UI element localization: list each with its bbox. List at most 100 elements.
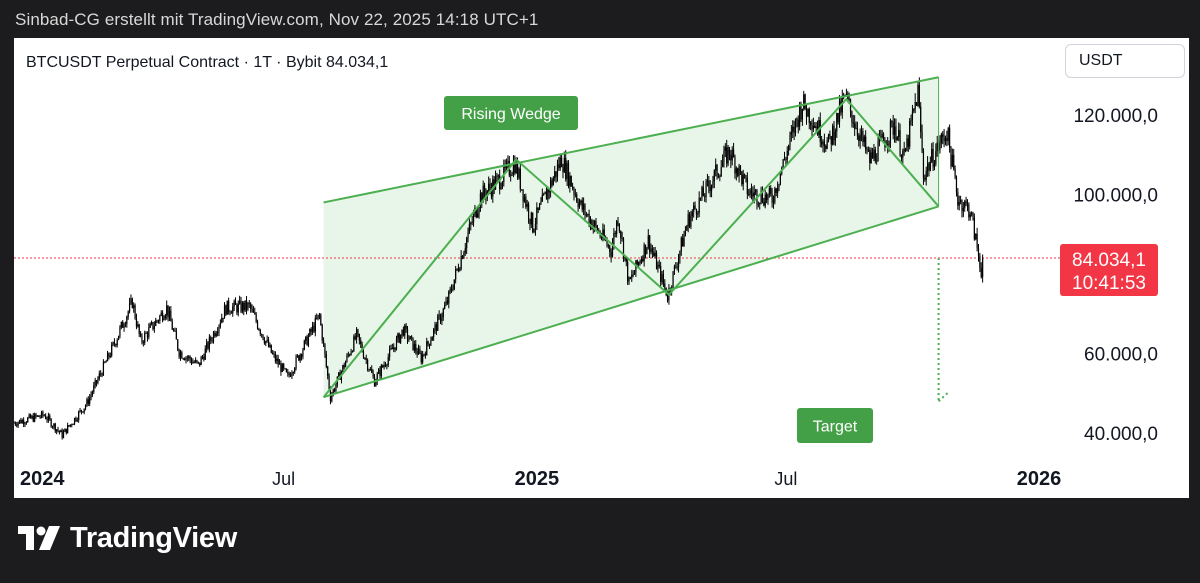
candle-body xyxy=(234,300,237,305)
candle-body xyxy=(972,212,974,218)
candle-body xyxy=(888,140,890,146)
candle-body xyxy=(865,136,867,150)
candle-body xyxy=(199,362,201,366)
candle-body xyxy=(346,355,348,362)
candle-body xyxy=(482,185,484,203)
candle-body xyxy=(101,373,103,376)
candle-body xyxy=(837,113,839,123)
candle-body xyxy=(951,154,953,167)
candle-body xyxy=(211,340,213,342)
candle-body xyxy=(633,272,636,275)
candle-body xyxy=(603,229,605,239)
x-tick-label: 2024 xyxy=(20,468,65,490)
candle-body xyxy=(109,355,111,357)
candle-body xyxy=(419,348,421,354)
candle-body xyxy=(682,237,684,247)
candle-body xyxy=(928,163,930,171)
candle-body xyxy=(300,354,303,357)
candle-body xyxy=(189,356,191,360)
symbol-title[interactable]: BTCUSDT Perpetual Contract · 1T · Bybit … xyxy=(26,54,389,71)
candle-body xyxy=(804,94,806,109)
candle-body xyxy=(529,219,531,225)
candle-body xyxy=(445,300,447,306)
tradingview-brand[interactable]: TradingView xyxy=(18,522,237,555)
candle-body xyxy=(911,111,914,120)
candle-body xyxy=(752,193,754,197)
candle-body xyxy=(489,183,491,189)
candle-body xyxy=(960,200,962,202)
candle-body xyxy=(219,322,221,326)
candle-body xyxy=(797,119,799,127)
attribution-text: Sinbad-CG erstellt mit TradingView.com, … xyxy=(15,10,539,29)
candle-body xyxy=(342,365,344,372)
candle-body xyxy=(318,314,321,316)
candle-body xyxy=(527,204,530,220)
candle-body xyxy=(368,369,370,371)
candle-body xyxy=(34,414,36,422)
candle-body xyxy=(139,333,142,336)
candle-body xyxy=(902,151,904,158)
candle-body xyxy=(961,200,963,212)
candle-body xyxy=(877,141,879,162)
currency-button[interactable]: USDT xyxy=(1065,44,1185,78)
candle-body xyxy=(939,143,941,151)
candle-body xyxy=(387,356,389,365)
candle-body xyxy=(863,136,865,143)
candle-body xyxy=(398,333,400,343)
candle-body xyxy=(616,221,618,234)
candle-body xyxy=(71,424,73,426)
candle-body xyxy=(471,222,473,223)
candle-body xyxy=(688,214,691,227)
candle-body xyxy=(420,353,422,363)
candle-body xyxy=(43,415,45,417)
candle-body xyxy=(677,258,680,267)
candle-body xyxy=(560,157,563,168)
candle-body xyxy=(845,93,848,95)
candle-body xyxy=(856,128,859,136)
candle-body xyxy=(610,251,612,257)
candle-body xyxy=(438,314,440,317)
chart-panel[interactable]: Rising Wedge Target 40.000,0 60.000,0 100.00… xyxy=(14,38,1189,498)
candle-body xyxy=(150,322,153,325)
candle-body xyxy=(602,229,604,239)
candle-body xyxy=(760,191,762,203)
candle-body xyxy=(32,415,34,422)
candle-body xyxy=(215,333,217,337)
candle-body xyxy=(851,111,853,123)
candle-body xyxy=(973,217,975,240)
candle-body xyxy=(966,202,969,205)
candle-body xyxy=(86,399,88,406)
candle-body xyxy=(375,381,377,387)
candle-body xyxy=(778,184,780,188)
candle-body xyxy=(75,418,77,421)
candle-body xyxy=(543,194,545,195)
candle-body xyxy=(111,344,113,356)
candle-body xyxy=(17,422,19,426)
candle-body xyxy=(724,147,726,151)
candle-body xyxy=(343,365,345,368)
candle-body xyxy=(272,352,274,354)
candle-body xyxy=(317,314,319,319)
candle-body xyxy=(628,277,630,282)
candle-body xyxy=(441,317,443,322)
candle-body xyxy=(825,145,827,149)
candle-body xyxy=(53,423,55,427)
candle-body xyxy=(112,342,114,345)
candle-body xyxy=(730,154,732,161)
price-chart[interactable]: Rising Wedge Target 40.000,0 60.000,0 100.00… xyxy=(14,38,1189,498)
candle-body xyxy=(818,120,820,135)
candle-body xyxy=(576,194,578,202)
candle-body xyxy=(948,128,951,148)
candle-body xyxy=(873,149,875,159)
candle-body xyxy=(702,187,704,197)
candle-body xyxy=(785,159,787,161)
candle-body xyxy=(812,125,814,130)
candle-body xyxy=(311,325,314,332)
candle-body xyxy=(25,422,27,424)
candle-body xyxy=(701,187,703,199)
candle-body xyxy=(764,194,766,206)
candle-body xyxy=(514,161,516,173)
candle-body xyxy=(622,238,625,259)
candle-body xyxy=(100,373,102,375)
candle-body xyxy=(455,269,457,280)
